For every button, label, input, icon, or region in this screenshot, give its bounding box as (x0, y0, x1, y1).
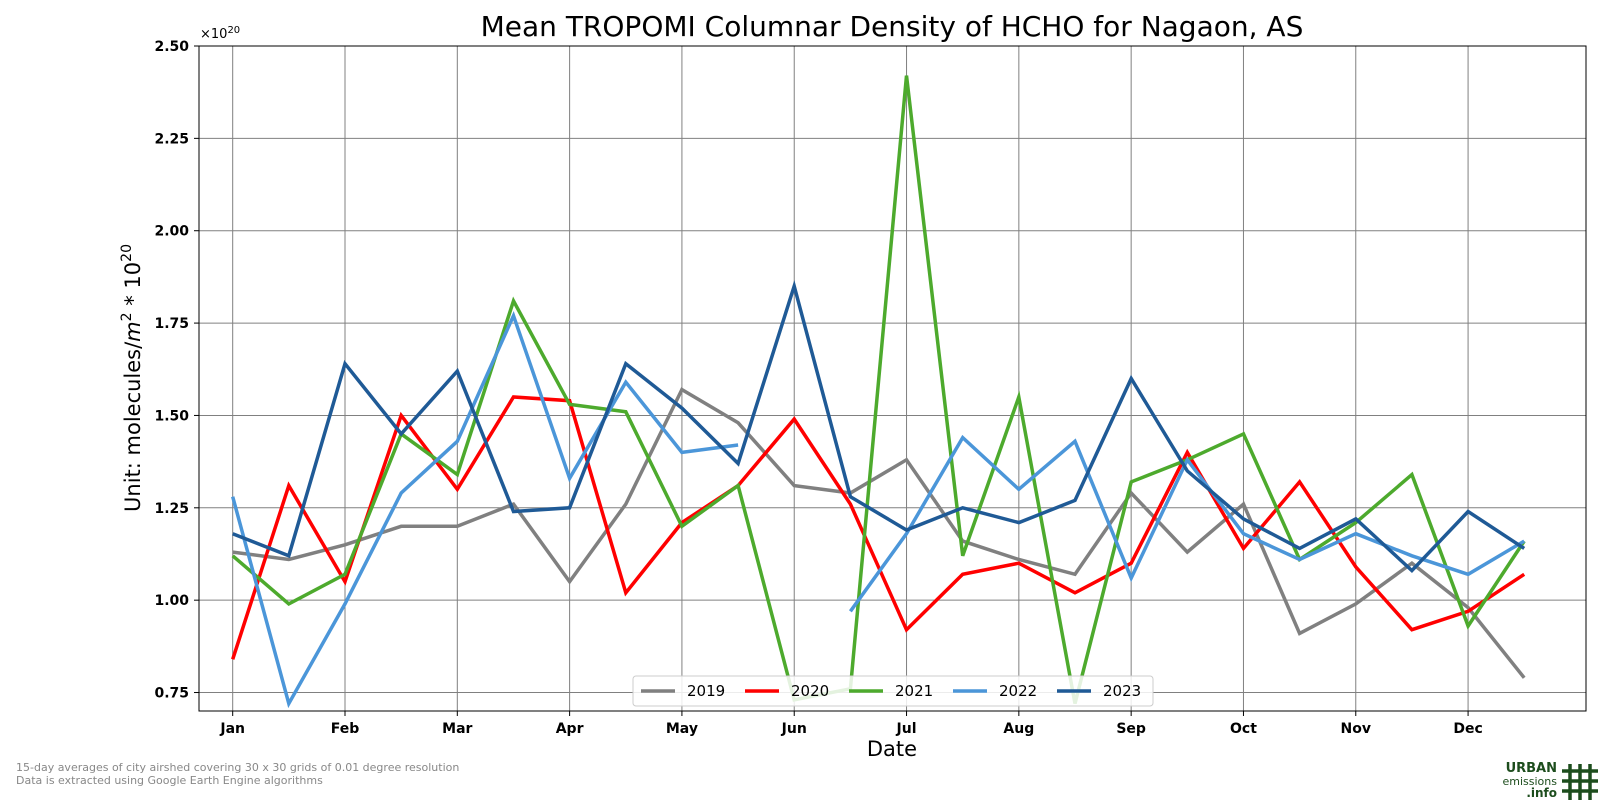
legend: 2019 2020 2021 2022 2023 (632, 675, 1154, 707)
series-line-2022 (848, 434, 1526, 613)
x-tick-label: Nov (1341, 721, 1371, 737)
y-axis-label-unit: m (121, 321, 145, 341)
series-line-2019 (232, 387, 1526, 679)
series-line-2023 (232, 279, 1526, 574)
y-tick-label: 2.00 (154, 224, 189, 240)
legend-box (632, 675, 1154, 707)
x-tick-label: May (666, 721, 698, 737)
series-2020 (231, 395, 1526, 660)
y-offset-exponent: 20 (227, 25, 240, 36)
x-tick-label: Apr (556, 721, 584, 737)
y-axis-label-exp: 20 (119, 244, 135, 262)
y-tick-label: 1.75 (154, 316, 189, 332)
x-tick-label: Dec (1453, 721, 1482, 737)
y-tick-label: 2.25 (154, 131, 189, 147)
brand-line-1: URBAN (1506, 761, 1557, 776)
series-line-2020 (231, 395, 1526, 660)
legend-label-2020: 2020 (791, 682, 829, 700)
footnote-line-1: 15-day averages of city airshed covering… (16, 761, 459, 774)
brand-line-2: emissions (1503, 775, 1558, 788)
series-2019 (232, 387, 1526, 679)
x-tick-label: Jun (781, 721, 807, 737)
series-line-2022 (231, 310, 739, 709)
plot-frame (198, 45, 1587, 712)
brand-line-3: .info (1526, 786, 1557, 800)
y-tick-label: 0.75 (154, 686, 189, 702)
x-tick-label: Mar (442, 721, 472, 737)
y-axis-label-sq: 2 (119, 312, 135, 321)
chart-title: Mean TROPOMI Columnar Density of HCHO fo… (481, 10, 1304, 43)
x-tick-label: Oct (1230, 721, 1257, 737)
x-tick-label: Feb (331, 721, 360, 737)
x-ticks: Jan Feb Mar Apr May Jun Jul Aug Sep Oct Nov Dec (219, 711, 1483, 737)
y-offset-base: ×10 (200, 27, 227, 42)
x-axis-label: Date (867, 737, 917, 761)
y-offset-text: ×1020 (200, 25, 240, 42)
x-tick-label: Sep (1116, 721, 1146, 737)
legend-label-2021: 2021 (895, 682, 933, 700)
y-tick-label: 1.25 (154, 501, 189, 517)
x-tick-label: Aug (1003, 721, 1034, 737)
grid-hash-icon (1562, 764, 1598, 800)
y-axis-label-text: Unit: molecules/ (121, 341, 145, 512)
urban-emissions-logo: URBAN emissions .info (1503, 761, 1598, 800)
legend-label-2019: 2019 (687, 682, 725, 700)
series-lines (231, 75, 1526, 709)
series-2022 (231, 310, 1526, 709)
y-axis-label: Unit: molecules/m2 * 1020 (119, 244, 145, 512)
x-tick-label: Jan (219, 721, 245, 737)
y-tick-label: 1.50 (154, 408, 189, 424)
legend-label-2022: 2022 (999, 682, 1037, 700)
y-ticks: 0.75 1.00 1.25 1.50 1.75 2.00 2.25 2.50 (154, 39, 199, 702)
series-2023 (232, 279, 1526, 574)
footnote-line-2: Data is extracted using Google Earth Eng… (16, 774, 323, 787)
x-tick-label: Jul (896, 721, 917, 737)
legend-label-2023: 2023 (1103, 682, 1141, 700)
y-tick-label: 2.50 (154, 39, 189, 55)
y-tick-label: 1.00 (154, 593, 189, 609)
y-axis-label-tail: * 10 (121, 262, 145, 313)
